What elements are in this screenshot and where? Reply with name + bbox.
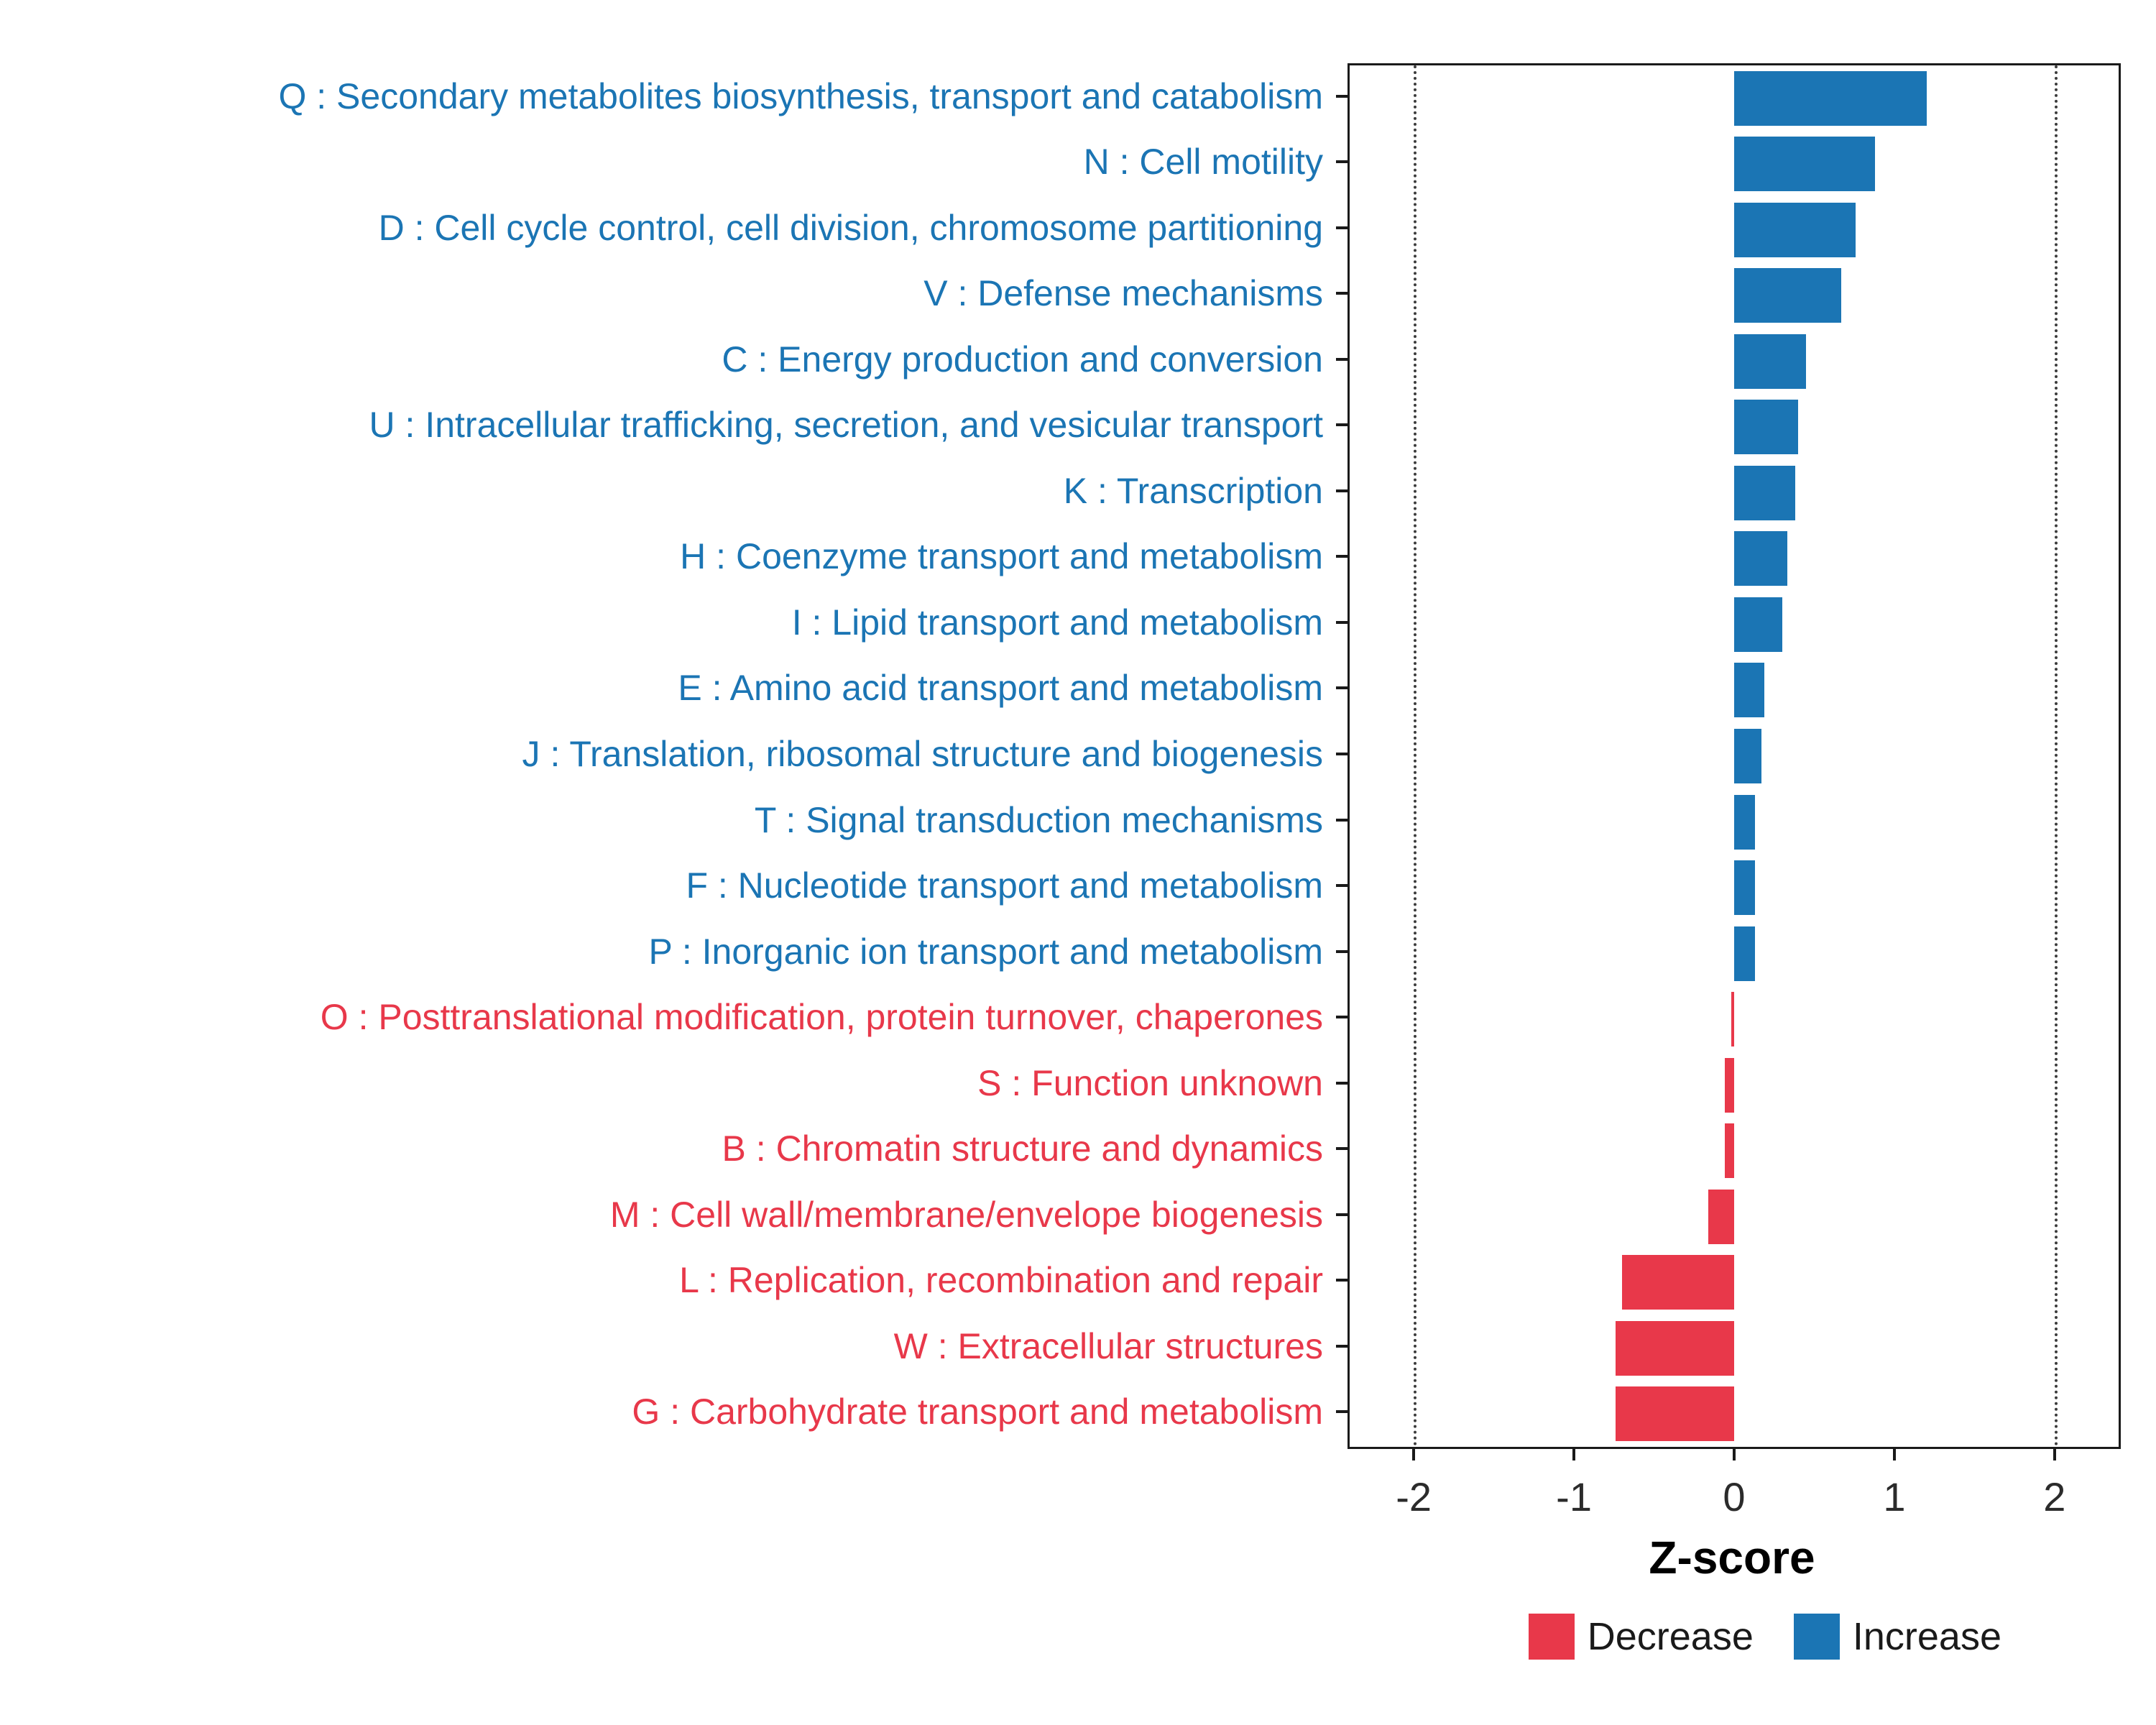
y-tick-mark — [1336, 1279, 1348, 1282]
category-label: V : Defense mechanisms — [923, 273, 1323, 314]
legend-swatch-decrease — [1528, 1614, 1575, 1660]
threshold-line — [1414, 65, 1417, 1447]
bar — [1724, 1057, 1734, 1113]
bar — [1734, 926, 1755, 981]
category-label: L : Replication, recombination and repai… — [679, 1260, 1323, 1301]
bar — [1734, 465, 1795, 520]
x-tick-label: -1 — [1556, 1474, 1592, 1519]
y-tick-mark — [1336, 1081, 1348, 1085]
x-tick-label: 2 — [2043, 1474, 2066, 1519]
y-tick-mark — [1336, 1147, 1348, 1151]
bar — [1616, 1320, 1734, 1376]
category-label: T : Signal transduction mechanisms — [754, 799, 1323, 840]
bar — [1734, 597, 1782, 652]
bar — [1734, 729, 1761, 783]
bar — [1708, 1189, 1734, 1244]
category-label: I : Lipid transport and metabolism — [791, 602, 1323, 643]
category-label: F : Nucleotide transport and metabolism — [686, 865, 1323, 906]
legend-label: Decrease — [1587, 1615, 1754, 1658]
bar — [1731, 992, 1734, 1047]
y-tick-mark — [1336, 1016, 1348, 1019]
bar — [1734, 400, 1799, 455]
y-tick-mark — [1336, 620, 1348, 624]
y-tick-mark — [1336, 1410, 1348, 1414]
y-tick-mark — [1336, 226, 1348, 229]
category-label: Q : Secondary metabolites biosynthesis, … — [278, 75, 1323, 116]
y-tick-mark — [1336, 1213, 1348, 1216]
y-tick-mark — [1336, 94, 1348, 98]
legend-item-decrease: Decrease — [1528, 1614, 1754, 1660]
category-label: K : Transcription — [1063, 470, 1323, 511]
y-tick-mark — [1336, 884, 1348, 888]
bar — [1734, 663, 1765, 718]
x-tick-label: 1 — [1883, 1474, 1906, 1519]
category-label: H : Coenzyme transport and metabolism — [680, 536, 1323, 577]
category-label: G : Carbohydrate transport and metabolis… — [632, 1392, 1323, 1432]
legend-item-increase: Increase — [1793, 1614, 2001, 1660]
bar — [1616, 1386, 1734, 1442]
y-tick-mark — [1336, 949, 1348, 953]
bar — [1734, 70, 1927, 126]
category-label: D : Cell cycle control, cell division, c… — [378, 207, 1323, 248]
bar — [1734, 531, 1787, 586]
y-tick-mark — [1336, 1344, 1348, 1348]
y-tick-mark — [1336, 357, 1348, 361]
bar — [1734, 202, 1856, 257]
y-tick-mark — [1336, 686, 1348, 690]
bar — [1734, 268, 1842, 323]
category-label: S : Function unknown — [977, 1062, 1323, 1103]
x-tick-mark — [1733, 1449, 1736, 1460]
x-tick-label: -2 — [1396, 1474, 1432, 1519]
y-tick-mark — [1336, 160, 1348, 164]
legend-label: Increase — [1852, 1615, 2001, 1658]
bar — [1734, 860, 1755, 916]
plot-panel — [1348, 63, 2121, 1449]
y-tick-mark — [1336, 489, 1348, 492]
category-label: O : Posttranslational modification, prot… — [320, 997, 1323, 1038]
x-axis-title: Z-score — [1649, 1532, 1815, 1583]
x-tick-mark — [2053, 1449, 2056, 1460]
x-tick-label: 0 — [1723, 1474, 1746, 1519]
bar — [1621, 1255, 1734, 1310]
bar — [1734, 137, 1876, 192]
legend: Decrease Increase — [1528, 1614, 2001, 1660]
legend-swatch-increase — [1793, 1614, 1840, 1660]
category-label: M : Cell wall/membrane/envelope biogenes… — [609, 1194, 1323, 1235]
x-tick-mark — [1892, 1449, 1896, 1460]
category-label: J : Translation, ribosomal structure and… — [522, 733, 1323, 774]
y-tick-mark — [1336, 292, 1348, 295]
x-tick-mark — [1412, 1449, 1416, 1460]
category-label: B : Chromatin structure and dynamics — [722, 1128, 1323, 1169]
y-tick-mark — [1336, 423, 1348, 427]
category-label: E : Amino acid transport and metabolism — [678, 668, 1323, 709]
category-label: P : Inorganic ion transport and metaboli… — [648, 931, 1323, 972]
threshold-line — [2054, 65, 2058, 1447]
y-tick-mark — [1336, 753, 1348, 755]
category-label: N : Cell motility — [1083, 142, 1323, 183]
bar — [1734, 794, 1755, 850]
bar — [1724, 1123, 1734, 1179]
y-tick-mark — [1336, 818, 1348, 822]
x-tick-mark — [1572, 1449, 1576, 1460]
category-label: W : Extracellular structures — [893, 1325, 1323, 1366]
bar — [1734, 334, 1807, 389]
category-label: C : Energy production and conversion — [722, 339, 1323, 380]
y-tick-mark — [1336, 555, 1348, 558]
category-label: U : Intracellular trafficking, secretion… — [369, 405, 1323, 446]
